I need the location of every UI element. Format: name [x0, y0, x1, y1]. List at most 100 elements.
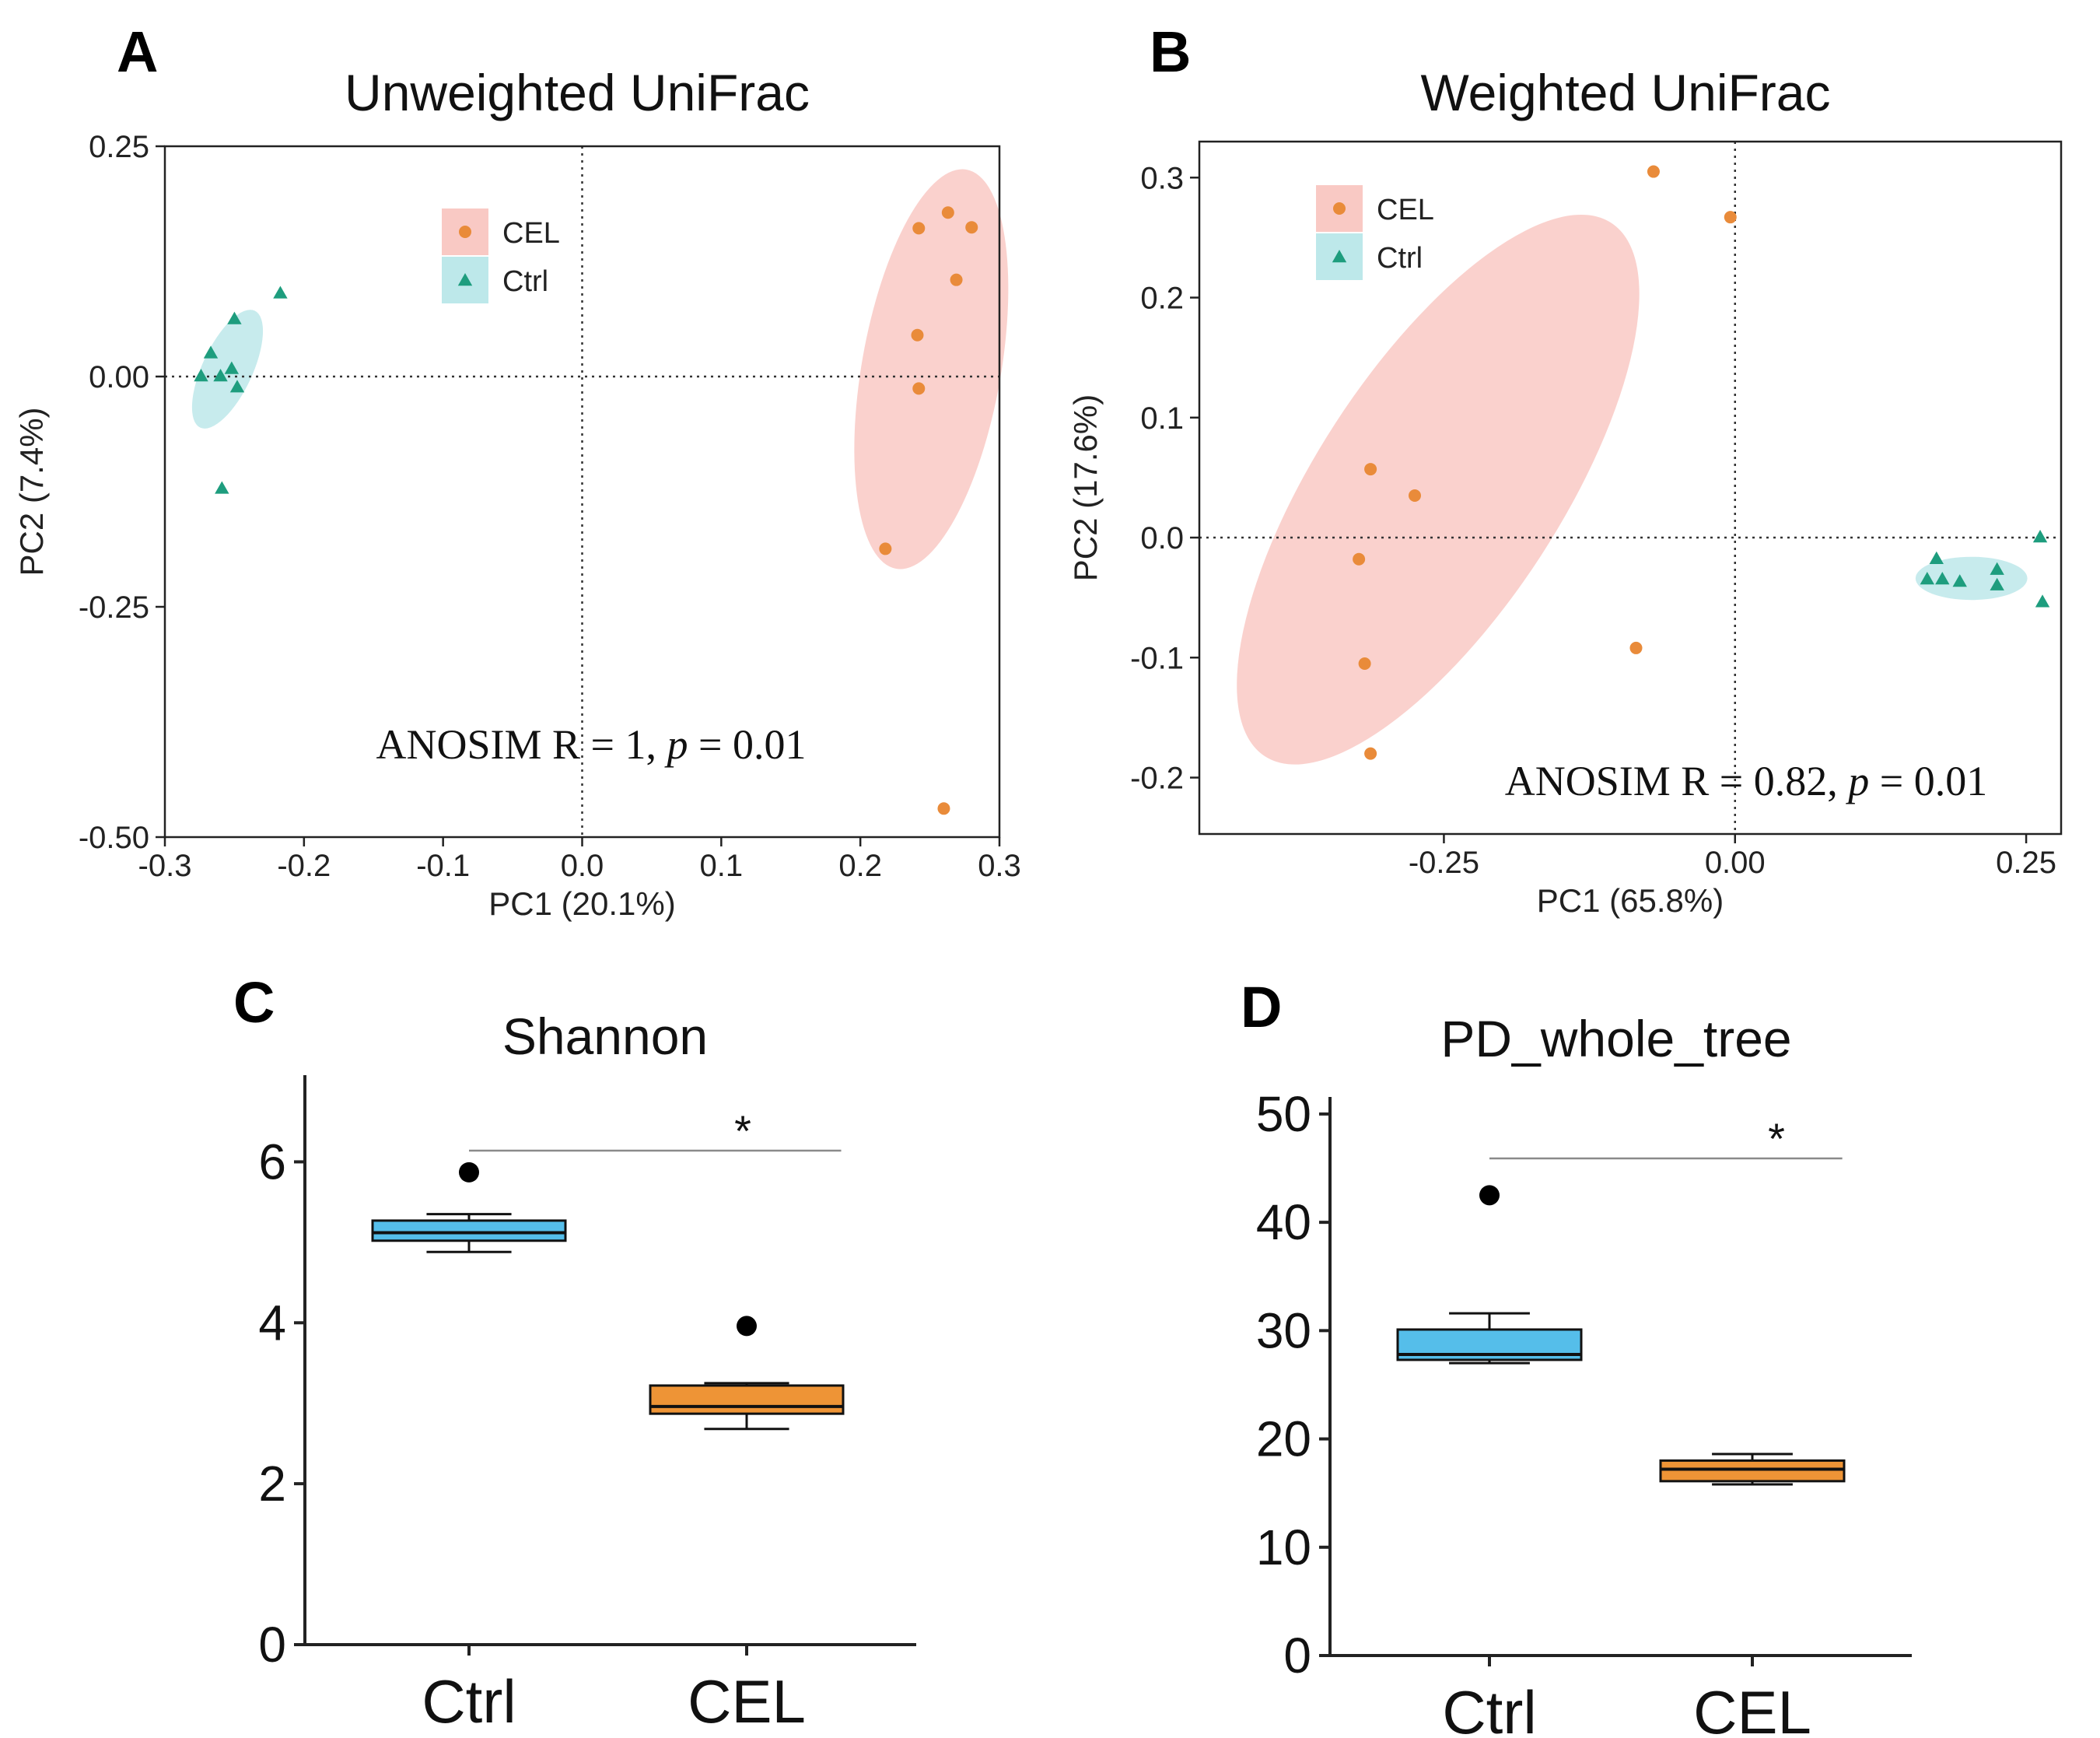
panel-d-y-tick-label: 20 — [1256, 1411, 1311, 1467]
panel-label-d: D — [1241, 975, 1282, 1039]
panel-c-x-tick-label-ctrl: Ctrl — [422, 1667, 516, 1736]
panel-a-point-cel — [950, 273, 963, 286]
panel-a-anosim-p-symbol: p — [664, 721, 688, 768]
panel-a-point-cel — [912, 222, 926, 235]
panel-d-x-tick-label-cel: CEL — [1693, 1678, 1811, 1738]
panel-b-point-cel — [1364, 747, 1377, 760]
panel-b-point-ctrl — [2035, 594, 2050, 608]
panel-d-y-tick-label: 10 — [1256, 1519, 1311, 1575]
panel-a-x-tick-label: 0.1 — [700, 849, 744, 883]
panel-a-scatter: -0.3 -0.2 -0.1 0.0 0.1 0.2 0.3 0.25 0.00 -0.25 -0.… — [13, 130, 1021, 922]
panel-b-plot-frame — [1198, 140, 2063, 836]
panel-b-point-cel — [1364, 463, 1377, 476]
panel-b-y-tick-label: 0.3 — [1140, 161, 1184, 195]
panel-c-y-tick-label: 6 — [258, 1134, 286, 1190]
panel-a-point-cel — [941, 206, 954, 219]
panel-b-scatter: -0.25 0.00 0.25 0.3 0.2 0.1 0.0 -0.1 -0.2 PC1 (65… — [1067, 140, 2063, 919]
panel-a-anosim-p-value: = 0.01 — [688, 721, 807, 768]
panel-d-outlier-ctrl — [1479, 1185, 1500, 1206]
panel-d-y-tick-label: 30 — [1256, 1302, 1311, 1358]
panel-a-point-cel — [911, 328, 924, 342]
panel-b-point-cel — [1409, 489, 1421, 503]
panel-c-outlier-cel — [737, 1316, 757, 1337]
panel-c-y-tick-label: 2 — [258, 1456, 286, 1512]
panel-d-boxplot: 0 10 20 30 40 50 Ctrl CEL * — [1256, 1086, 1912, 1738]
panel-a-legend-marker-cel — [459, 226, 471, 238]
panel-b-point-ctrl — [1990, 562, 2004, 575]
panel-a-point-ctrl — [215, 481, 229, 494]
panel-b-legend-marker-cel — [1333, 202, 1346, 215]
panel-b-y-tick-label: 0.2 — [1140, 282, 1184, 316]
panel-b-y-tick-label: 0.0 — [1140, 521, 1184, 555]
panel-c-outlier-ctrl — [459, 1162, 479, 1183]
panel-a-point-cel — [965, 221, 978, 234]
panel-b-point-ctrl — [1935, 571, 1950, 585]
panel-a-y-tick-label: 0.25 — [89, 130, 149, 164]
panel-a-point-ctrl — [273, 286, 288, 299]
panel-b-point-cel — [1724, 211, 1737, 224]
panel-label-a: A — [117, 19, 158, 84]
panel-a-legend-label-cel: CEL — [502, 217, 560, 250]
panel-c-box-ctrl — [371, 1219, 567, 1242]
panel-b-legend-marker-ctrl — [1332, 250, 1347, 263]
panel-a-point-cel — [879, 542, 892, 555]
panel-a-point-cel — [912, 382, 926, 395]
panel-a-x-tick-label: -0.1 — [416, 849, 470, 883]
panel-b-point-ctrl — [1990, 577, 2004, 590]
panel-b-anosim-p-value: = 0.01 — [1869, 758, 1987, 804]
panel-c-boxplot: 0 2 4 6 Ctrl CEL * — [258, 1075, 916, 1736]
panel-b-point-cel — [1353, 552, 1366, 566]
panel-c-y-tick-label: 0 — [258, 1617, 286, 1673]
panel-a-ellipse-cel — [854, 169, 1009, 569]
panel-label-c: C — [233, 970, 275, 1035]
panel-d-y-tick-label: 40 — [1256, 1194, 1311, 1250]
panel-a-y-axis-title: PC2 (7.4%) — [13, 407, 50, 576]
panel-b-y-tick-label: 0.1 — [1140, 401, 1184, 436]
panel-a-x-tick-label: 0.0 — [561, 849, 604, 883]
panel-d-box-cel — [1659, 1459, 1846, 1483]
panel-b-point-ctrl — [1929, 551, 1944, 564]
panel-a-x-axis-title: PC1 (20.1%) — [488, 885, 675, 922]
panel-b-y-axis-title: PC2 (17.6%) — [1067, 394, 1104, 581]
panel-a-point-ctrl — [227, 311, 242, 324]
panel-b-point-ctrl — [1920, 571, 1935, 585]
panel-a-point-ctrl — [203, 345, 219, 359]
panel-b-point-cel — [1629, 641, 1643, 654]
panel-b-x-tick-label: -0.25 — [1409, 846, 1479, 880]
panel-c-title: Shannon — [502, 1007, 708, 1065]
panel-a-legend-marker-ctrl — [457, 273, 473, 286]
panel-c-x-tick-label-cel: CEL — [688, 1667, 806, 1736]
panel-b-point-ctrl — [2032, 530, 2048, 543]
panel-b-ellipse-cel — [1237, 214, 1640, 765]
panel-label-b: B — [1150, 19, 1191, 84]
panel-a-x-tick-label: -0.3 — [138, 849, 192, 883]
panel-a-title: Unweighted UniFrac — [345, 64, 810, 121]
panel-c-significance-star: * — [734, 1106, 751, 1155]
panel-d-y-tick-label: 0 — [1283, 1628, 1311, 1684]
panel-a-point-ctrl — [229, 380, 245, 393]
panel-b-x-axis-title: PC1 (65.8%) — [1537, 882, 1724, 919]
panel-a-point-ctrl — [213, 369, 228, 382]
panel-d-x-tick-label-ctrl: Ctrl — [1442, 1678, 1536, 1738]
panel-b-point-ctrl — [1952, 574, 1967, 587]
panel-d-significance-star: * — [1768, 1114, 1785, 1163]
panel-b-legend-label-ctrl: Ctrl — [1377, 242, 1423, 275]
panel-a-x-tick-label: 0.3 — [978, 849, 1021, 883]
panel-d-title: PD_whole_tree — [1440, 1010, 1791, 1067]
panel-a-y-tick-label: -0.25 — [79, 590, 149, 625]
panel-a-x-tick-label: 0.2 — [838, 849, 882, 883]
panel-a-anosim-stat: ANOSIM R = 1, — [376, 721, 667, 768]
panel-b-x-tick-label: 0.00 — [1705, 846, 1766, 880]
panel-b-y-tick-label: -0.2 — [1130, 762, 1184, 796]
panel-a-point-ctrl — [224, 361, 240, 374]
panel-b-title: Weighted UniFrac — [1420, 64, 1830, 121]
panel-a-y-tick-label: -0.50 — [79, 821, 149, 855]
panel-b-anosim-annotation: ANOSIM R = 0.82, p = 0.01 — [1505, 758, 1987, 804]
panel-c-y-tick-label: 4 — [258, 1295, 286, 1351]
panel-b-point-cel — [1647, 165, 1660, 178]
panel-a-legend-label-ctrl: Ctrl — [502, 265, 548, 298]
panel-a-x-tick-label: -0.2 — [277, 849, 331, 883]
panel-b-anosim-stat: ANOSIM R = 0.82, — [1505, 758, 1849, 804]
panel-a-point-cel — [937, 802, 950, 815]
